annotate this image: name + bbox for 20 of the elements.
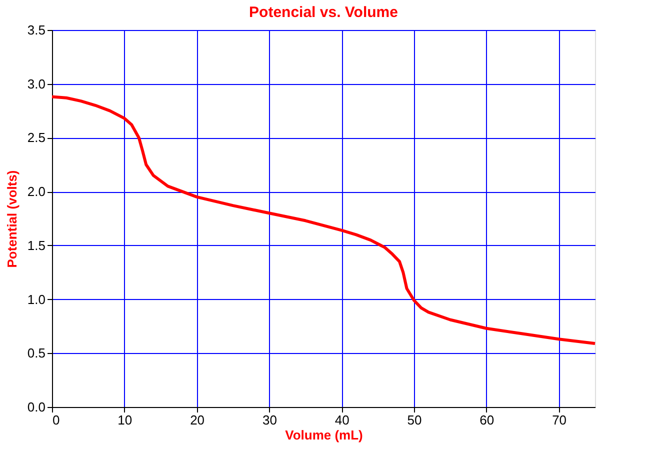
x-tick-label: 0 — [52, 412, 60, 428]
y-tick-label: 1.0 — [27, 292, 46, 307]
x-tick-label: 30 — [262, 412, 277, 428]
y-tick-label: 1.5 — [27, 238, 46, 253]
x-tick-label: 40 — [334, 412, 350, 428]
y-tick-label: 3.0 — [27, 76, 46, 92]
y-tick-label: 2.0 — [27, 184, 46, 200]
y-axis-title: Potential (volts) — [4, 170, 20, 268]
x-axis-title: Volume (mL) — [285, 428, 363, 442]
x-tick-label: 10 — [118, 412, 132, 428]
line-series — [50, 95, 596, 345]
y-tick-label: 3.5 — [27, 22, 46, 38]
y-tick-label: 0.0 — [27, 400, 46, 414]
x-tick-label: 20 — [190, 412, 205, 428]
y-tick-label: 0.5 — [27, 346, 46, 361]
x-tick-label: 60 — [480, 412, 494, 428]
x-tick-label: 50 — [407, 412, 422, 428]
chart-title: Potencial vs. Volume — [249, 4, 398, 21]
x-tick-label: 70 — [552, 412, 567, 428]
y-tick-label: 2.5 — [27, 130, 46, 146]
